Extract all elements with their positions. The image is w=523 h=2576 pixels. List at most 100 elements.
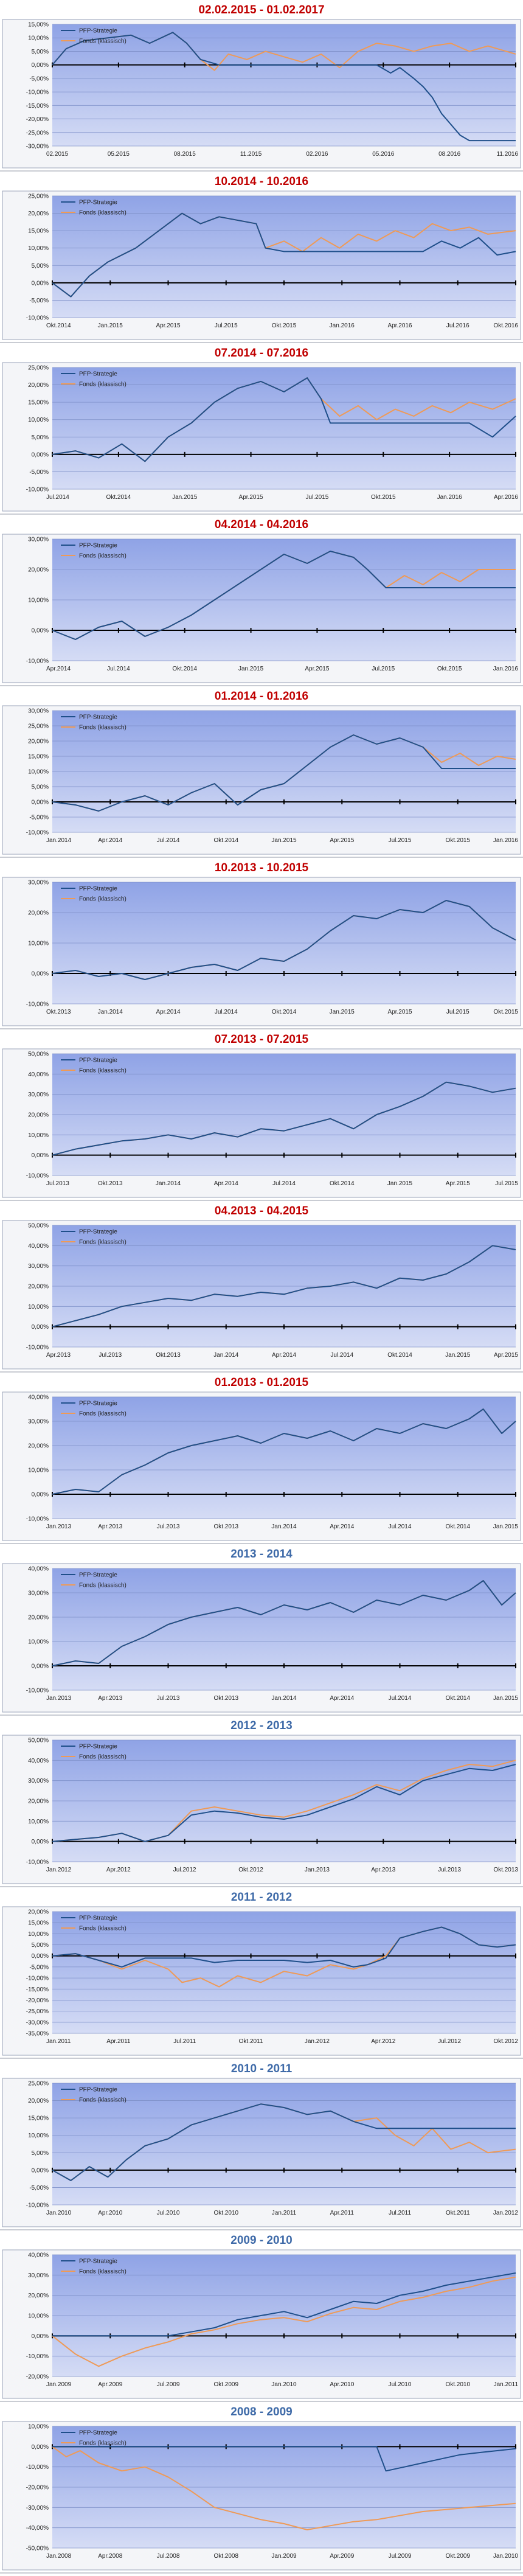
x-tick-label: Jan.2016 [330,322,355,329]
legend-label: PFP-Strategie [79,2087,117,2094]
plot-area [52,1397,516,1519]
y-tick-label: 10,00% [28,2132,49,2139]
y-tick-label: 15,00% [28,228,49,235]
x-tick-label: Jul.2009 [389,2553,412,2560]
x-tick-label: Apr.2014 [330,1523,354,1530]
y-tick-label: 5,00% [32,49,49,55]
y-tick-label: 0,00% [32,2444,49,2451]
y-tick-label: 15,00% [28,1920,49,1927]
x-tick-label: 02.2015 [46,151,69,158]
y-tick-label: 20,00% [28,1112,49,1119]
y-tick-label: 25,00% [28,723,49,730]
y-tick-label: -10,00% [26,1345,49,1351]
y-tick-label: 0,00% [32,1953,49,1960]
chart-title: 2011 - 2012 [230,1891,293,1904]
y-tick-label: 10,00% [28,941,49,947]
series-line-strategy [52,1245,516,1328]
legend: PFP-Strategie Fonds (klassisch) [61,2430,126,2447]
panel-separator [0,2229,523,2230]
y-tick-label: -10,00% [26,1976,49,1982]
legend-label: PFP-Strategie [79,543,117,549]
y-tick-label: 10,00% [28,35,49,42]
x-tick-label: Apr.2015 [494,1352,518,1359]
legend: PFP-Strategie Fonds (klassisch) [61,1915,126,1932]
y-tick-label: 0,00% [32,280,49,287]
legend-label: Fonds (klassisch) [79,1411,126,1418]
legend: PFP-Strategie Fonds (klassisch) [61,886,126,903]
y-tick-label: -10,00% [26,1516,49,1523]
x-tick-label: Okt.2009 [445,2553,470,2560]
y-tick-label: 30,00% [28,1590,49,1597]
x-tick-label: Apr.2015 [446,1180,470,1187]
x-tick-label: Jul.2015 [372,666,395,672]
legend-label: PFP-Strategie [79,2258,117,2265]
y-tick-label: 40,00% [28,1071,49,1078]
y-tick-label: 20,00% [28,382,49,389]
x-tick-label: Okt.2015 [493,1009,518,1015]
y-tick-label: 10,00% [28,1467,49,1474]
line-chart: -10,00% -5,00% 0,00% 5,00% 10,00% 15,00% 20,00… [2,705,521,855]
x-tick-label: Apr.2015 [305,666,329,672]
y-tick-label: 10,00% [28,1639,49,1646]
y-tick-label: 20,00% [28,1909,49,1916]
y-tick-label: 0,00% [32,1492,49,1499]
chart-panel: 07.2013 - 07.2015 -10,00% 0,00% 10,00% 20,00… [0,1032,523,1203]
x-tick-label: Okt.2013 [213,1695,238,1702]
y-tick-label: 25,00% [28,2081,49,2087]
legend-label: Fonds (klassisch) [79,2269,126,2275]
legend-label: Fonds (klassisch) [79,1582,126,1589]
line-chart: -10,00% -5,00% 0,00% 5,00% 10,00% 15,00% 20,00… [2,2078,521,2227]
x-tick-label: Okt.2015 [437,666,462,672]
y-tick-label: 20,00% [28,739,49,745]
legend-label: PFP-Strategie [79,2430,117,2437]
chart-panel: 2009 - 2010 -20,00% -10,00% 0,00% 10,00% 20,0… [0,2233,523,2404]
x-tick-label: Jan.2015 [330,1009,355,1015]
legend-label: Fonds (klassisch) [79,1068,126,1074]
y-tick-label: 5,00% [32,784,49,791]
x-tick-label: Okt.2011 [446,2210,470,2216]
y-tick-label: 0,00% [32,1663,49,1670]
x-tick-label: Jan.2011 [46,2038,71,2045]
y-tick-label: -5,00% [29,469,49,476]
y-tick-label: 20,00% [28,211,49,217]
chart-panel: 01.2013 - 01.2015 -10,00% 0,00% 10,00% 20,00… [0,1375,523,1547]
chart-panel: 01.2014 - 01.2016 -10,00% -5,00% 0,00% 5,00%… [0,689,523,860]
x-tick-label: Apr.2014 [272,1352,296,1359]
x-tick-label: Apr.2013 [98,1523,122,1530]
y-tick-label: 20,00% [28,2098,49,2104]
y-tick-label: -10,00% [26,2353,49,2360]
chart-panel: 07.2014 - 07.2016 -10,00% -5,00% 0,00% 5,00%… [0,346,523,517]
series-line-strategy [52,32,516,142]
chart-panel: 10.2013 - 10.2015 -10,00% 0,00% 10,00% 20,00… [0,860,523,1032]
x-tick-label: Okt.2014 [445,1695,470,1702]
x-tick-label: Jan.2013 [46,1695,72,1702]
x-tick-label: Jul.2014 [157,837,180,844]
x-tick-label: Okt.2014 [387,1352,412,1359]
y-tick-label: 50,00% [28,1051,49,1058]
x-tick-label: Jul.2015 [389,837,412,844]
y-tick-label: -20,00% [26,2374,49,2381]
line-chart: -50,00% -40,00% -30,00% -20,00% -10,00% 0,00%… [2,2421,521,2571]
x-tick-label: Jan.2014 [213,1352,239,1359]
x-tick-label: Jan.2010 [46,2210,72,2216]
legend-label: Fonds (klassisch) [79,2440,126,2447]
x-tick-label: 02.2016 [306,151,328,158]
x-tick-label: Jan.2013 [46,1523,72,1530]
y-tick-label: -10,00% [26,1173,49,1180]
y-tick-label: 30,00% [28,1419,49,1426]
x-tick-label: Jan.2014 [271,1695,297,1702]
y-tick-label: 10,00% [28,245,49,252]
chart-title: 04.2013 - 04.2015 [214,1205,309,1217]
y-tick-label: 20,00% [28,567,49,574]
panel-separator [0,857,523,858]
y-tick-label: 10,00% [28,1132,49,1139]
y-tick-label: -5,00% [29,75,49,82]
panel-separator [0,513,523,515]
legend: PFP-Strategie Fonds (klassisch) [61,543,126,560]
x-tick-label: Apr.2013 [46,1352,71,1359]
chart-title: 2009 - 2010 [230,2234,293,2247]
y-tick-label: 30,00% [28,2272,49,2279]
x-tick-label: Jan.2009 [271,2553,297,2560]
y-tick-label: 30,00% [28,1263,49,1270]
x-tick-label: Okt.2015 [445,837,470,844]
